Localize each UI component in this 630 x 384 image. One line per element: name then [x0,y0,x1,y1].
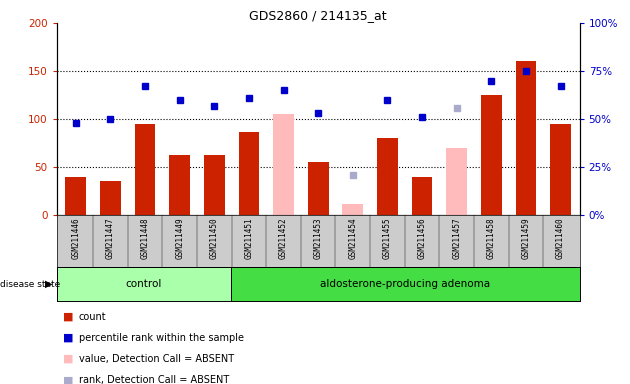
Text: GSM211451: GSM211451 [244,218,253,259]
Text: value, Detection Call = ABSENT: value, Detection Call = ABSENT [79,354,234,364]
Bar [135,124,156,215]
Bar [231,267,580,301]
Text: GSM211447: GSM211447 [106,218,115,259]
Text: GSM211449: GSM211449 [175,218,184,259]
Text: GSM211459: GSM211459 [522,218,530,259]
Bar [342,204,363,215]
Text: GSM211453: GSM211453 [314,218,323,259]
Text: GSM211456: GSM211456 [418,218,427,259]
Text: aldosterone-producing adenoma: aldosterone-producing adenoma [320,279,490,289]
Text: GSM211455: GSM211455 [383,218,392,259]
Bar [377,138,398,215]
Bar [57,267,231,301]
Text: rank, Detection Call = ABSENT: rank, Detection Call = ABSENT [79,375,229,384]
Bar [169,155,190,215]
Text: GSM211454: GSM211454 [348,218,357,259]
Bar [481,95,501,215]
Bar [273,114,294,215]
Title: GDS2860 / 214135_at: GDS2860 / 214135_at [249,9,387,22]
Bar [239,131,260,215]
Text: GSM211458: GSM211458 [487,218,496,259]
Text: control: control [125,279,162,289]
Bar [308,162,328,215]
Bar [446,148,467,215]
Bar [411,177,432,215]
Bar [100,182,121,215]
Text: ■: ■ [63,312,74,322]
Bar [204,155,225,215]
Text: GSM211460: GSM211460 [556,218,565,259]
Text: GSM211457: GSM211457 [452,218,461,259]
Text: GSM211446: GSM211446 [71,218,80,259]
Bar [515,61,536,215]
Bar [550,124,571,215]
Text: ■: ■ [63,375,74,384]
Text: ▶: ▶ [45,279,53,289]
Text: ■: ■ [63,354,74,364]
Text: count: count [79,312,106,322]
Text: GSM211452: GSM211452 [279,218,288,259]
Text: GSM211450: GSM211450 [210,218,219,259]
Text: percentile rank within the sample: percentile rank within the sample [79,333,244,343]
Text: disease state: disease state [0,280,60,289]
Text: ■: ■ [63,333,74,343]
Text: GSM211448: GSM211448 [140,218,149,259]
Bar [66,177,86,215]
